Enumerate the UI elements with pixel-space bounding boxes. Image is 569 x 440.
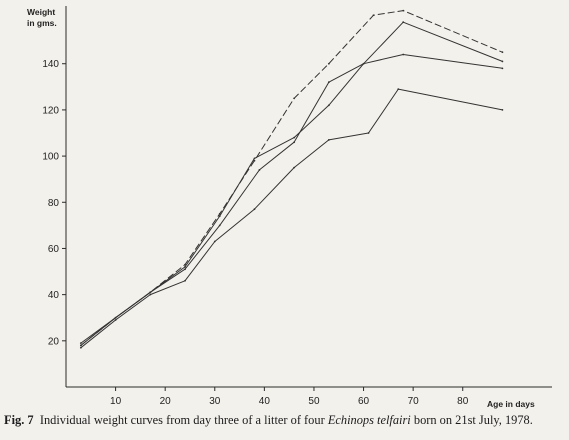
caption-figure-label: Fig. 7 (4, 413, 34, 427)
series-line-1 (80, 10, 503, 346)
series-2-point-4 (184, 266, 186, 268)
series-line-4 (80, 88, 503, 349)
caption-text-after: born on 21st July, 1978. (413, 413, 533, 427)
series-1-point-4 (184, 263, 186, 266)
figure-caption: Fig. 7 Individual weight curves from day… (4, 413, 566, 428)
x-tick-label-20: 20 (160, 396, 172, 407)
y-tick-label-140: 140 (42, 59, 59, 70)
x-axis-label: Age in days (487, 399, 535, 409)
series-3-point-3 (149, 291, 152, 294)
series-4-point-1 (79, 346, 82, 349)
x-tick-label-60: 60 (358, 396, 370, 407)
series-1-point-7 (293, 97, 296, 100)
series-3-point-1 (79, 342, 82, 345)
series-1-point-6 (253, 159, 256, 162)
series-3-point-11 (501, 67, 504, 70)
caption-species: Echinops telfairi (327, 413, 411, 427)
series-4-point-7 (293, 166, 296, 169)
x-tick-label-40: 40 (259, 396, 271, 407)
series-4-point-9 (367, 132, 370, 134)
y-axis-label-line-1: Weight (27, 7, 55, 17)
caption-text-before: Individual weight curves from day three … (39, 413, 325, 427)
series-line-3 (80, 54, 503, 344)
series-4-point-3 (149, 293, 152, 296)
series-4-point-5 (213, 240, 216, 243)
series-1-point-5 (218, 212, 221, 215)
series-3-point-9 (362, 62, 365, 65)
series-4-point-11 (501, 109, 504, 111)
series-3-point-2 (114, 316, 117, 319)
series-2-point-7 (293, 136, 296, 139)
series-4-point-10 (397, 88, 400, 91)
x-tick-label-50: 50 (308, 396, 320, 407)
series-2-point-10 (402, 21, 405, 24)
y-tick-label-40: 40 (48, 290, 60, 301)
series-3-point-7 (293, 141, 296, 144)
series-4-point-8 (327, 139, 330, 141)
series-4-point-6 (253, 208, 256, 211)
y-tick-label-120: 120 (42, 105, 59, 116)
series-3-point-5 (218, 224, 221, 227)
series-4-point-2 (114, 319, 117, 321)
series-2-point-6 (253, 157, 256, 160)
y-tick-label-100: 100 (42, 152, 59, 163)
series-1-point-8 (327, 62, 330, 65)
series-3-point-10 (402, 53, 405, 56)
series-3-point-4 (184, 268, 186, 271)
series-1-point-9 (372, 14, 375, 17)
y-tick-label-60: 60 (48, 244, 60, 255)
series-2-point-1 (79, 344, 82, 347)
series-3-point-6 (258, 169, 261, 171)
x-tick-label-70: 70 (408, 396, 420, 407)
series-2-point-11 (501, 60, 504, 63)
series-1-point-10 (402, 9, 405, 12)
series-1-point-11 (501, 51, 504, 54)
x-tick-label-10: 10 (110, 396, 122, 407)
x-tick-label-80: 80 (457, 396, 469, 407)
y-tick-label-80: 80 (48, 198, 60, 209)
x-tick-label-30: 30 (209, 396, 221, 407)
series-2-point-8 (327, 104, 330, 107)
series-4-point-4 (184, 279, 186, 282)
series-2-point-5 (218, 215, 221, 218)
y-tick-label-20: 20 (48, 336, 60, 347)
series-3-point-8 (327, 81, 330, 84)
y-axis-label-line-2: in gms. (27, 18, 57, 28)
weight-chart: Weight in gms. Age in days 10 20 30 40 50 60 7… (27, 6, 552, 409)
